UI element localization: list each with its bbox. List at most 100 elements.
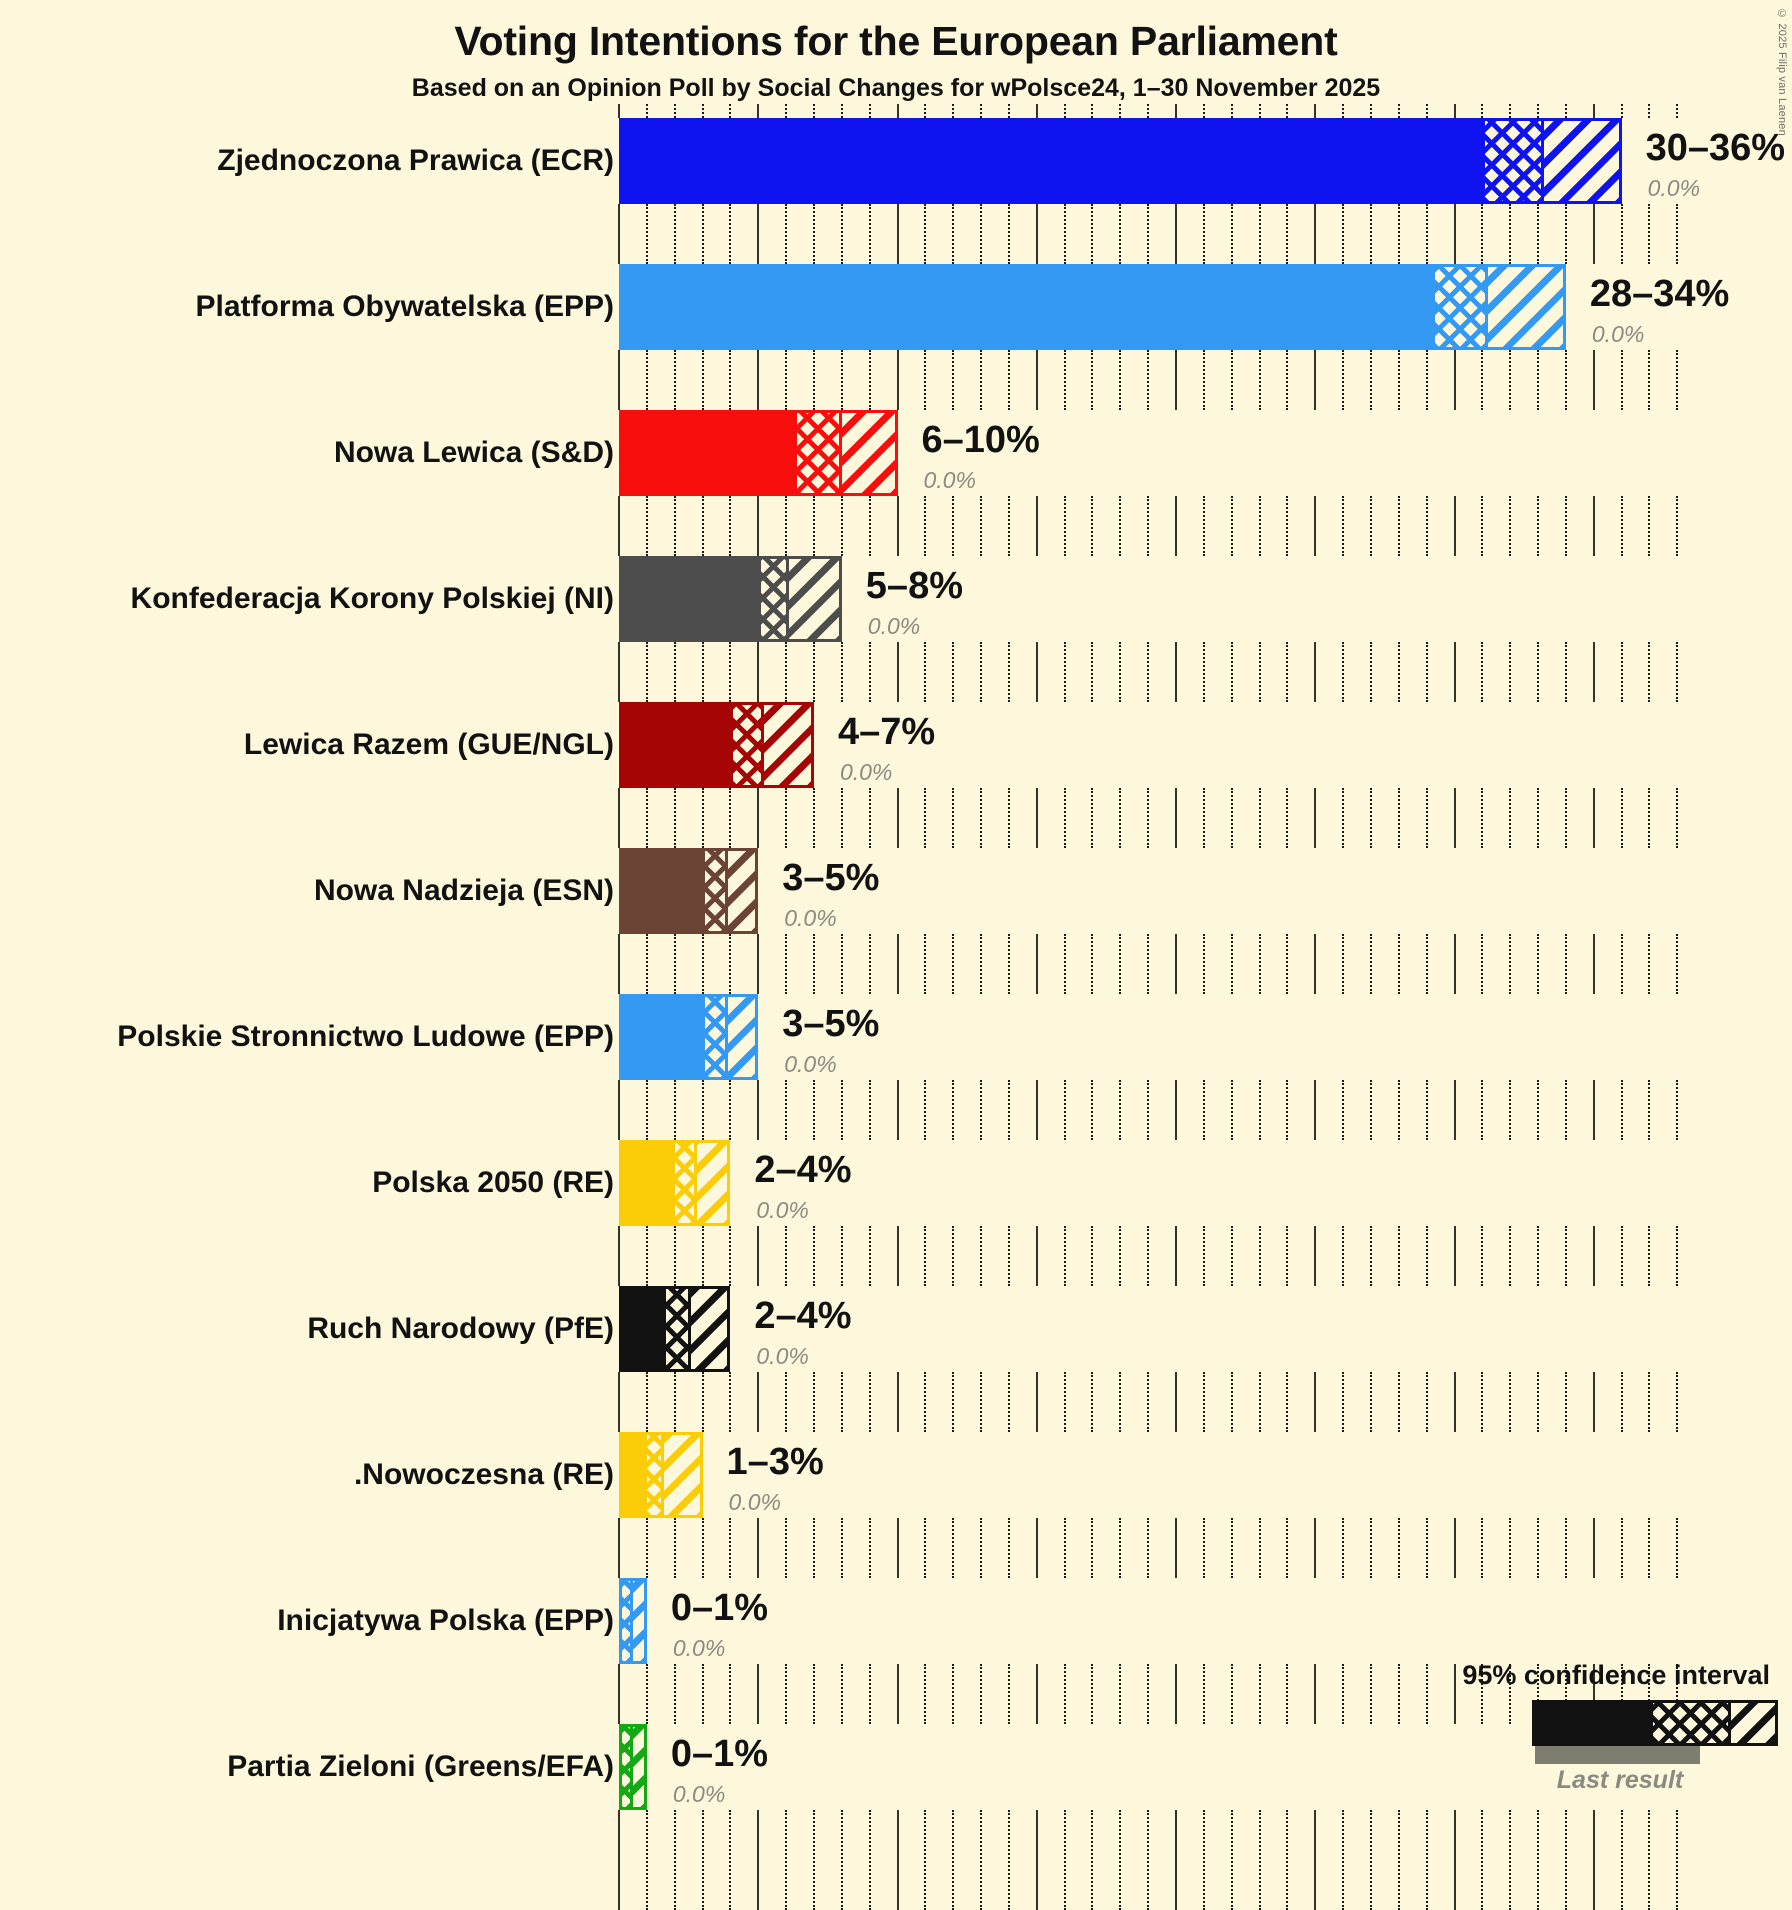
gridline-minor xyxy=(952,934,955,994)
party-label: Platforma Obywatelska (EPP) xyxy=(195,290,614,323)
gridline-minor xyxy=(1007,1664,1010,1724)
gridline-minor xyxy=(1481,350,1484,410)
gridline-minor xyxy=(1537,1518,1540,1578)
gridline-minor xyxy=(812,1080,815,1140)
bar-segment-hatch xyxy=(727,994,759,1080)
bar-row: Zjednoczona Prawica (ECR) 30–36% 0.0% xyxy=(0,118,1792,204)
gridline-minor xyxy=(1620,788,1623,848)
gridline-minor xyxy=(785,1810,788,1910)
bar-segment-hatch xyxy=(763,702,814,788)
bar-last-result-label: 0.0% xyxy=(1591,321,1645,347)
gridline-minor xyxy=(980,496,983,556)
gridline-minor xyxy=(812,788,815,848)
gridline-minor xyxy=(1676,1226,1679,1286)
bar-value-label: 1–3% xyxy=(726,1441,824,1483)
gridline-minor xyxy=(924,1372,927,1432)
bar-value-label: 2–4% xyxy=(754,1295,852,1337)
gridline-minor xyxy=(1258,1080,1261,1140)
gridline-minor xyxy=(840,788,843,848)
gridline-minor xyxy=(645,642,648,702)
gridline-minor xyxy=(1007,934,1010,994)
gridline-minor xyxy=(1286,788,1289,848)
gridline-minor xyxy=(1369,1080,1372,1140)
bar-last-result-label: 0.0% xyxy=(839,759,893,785)
bar-segment-solid xyxy=(619,1140,675,1226)
gridline-major xyxy=(757,496,760,556)
gridline-minor xyxy=(729,642,732,702)
gridline-major xyxy=(1314,1664,1317,1724)
gridline-minor xyxy=(1230,642,1233,702)
gridline-minor xyxy=(868,1810,871,1910)
confidence-interval-bar xyxy=(619,848,759,934)
gridline-major xyxy=(618,496,620,556)
gridline-minor xyxy=(673,496,676,556)
gridline-minor xyxy=(924,788,927,848)
confidence-interval-bar xyxy=(619,118,1622,204)
gridline-minor xyxy=(673,1664,676,1724)
gridline-major xyxy=(896,1518,899,1578)
bar-row: Nowa Lewica (S&D) 6–10% 0.0% xyxy=(0,410,1792,496)
gridline-minor xyxy=(729,496,732,556)
gridline-major xyxy=(1453,934,1456,994)
gridline-minor xyxy=(1425,204,1428,264)
gridline-minor xyxy=(1425,642,1428,702)
gridline-minor xyxy=(1369,104,1372,118)
gridline-minor xyxy=(1564,1810,1567,1910)
gridline-minor xyxy=(1202,1664,1205,1724)
gridline-minor xyxy=(1648,1810,1651,1910)
party-label: Polska 2050 (RE) xyxy=(372,1166,614,1199)
gridline-minor xyxy=(701,350,704,410)
gridline-minor xyxy=(1620,1664,1623,1724)
gridline-minor xyxy=(701,1518,704,1578)
bar-segment-solid xyxy=(619,1286,667,1372)
gridline-minor xyxy=(1091,1372,1094,1432)
bar-segment-solid xyxy=(619,264,1435,350)
bar-row: Konfederacja Korony Polskiej (NI) 5–8% 0.0… xyxy=(0,556,1792,642)
confidence-interval-bar xyxy=(619,1140,731,1226)
gridline-minor xyxy=(1147,934,1150,994)
gridline-minor xyxy=(1007,788,1010,848)
gridline-band xyxy=(617,642,1681,702)
gridline-minor xyxy=(1397,1372,1400,1432)
gridline-minor xyxy=(868,1518,871,1578)
gridline-minor xyxy=(1063,350,1066,410)
gridline-minor xyxy=(1425,1372,1428,1432)
gridline-major xyxy=(1592,496,1595,556)
gridline-minor xyxy=(1425,1518,1428,1578)
gridline-minor xyxy=(1063,1372,1066,1432)
gridline-minor xyxy=(1258,350,1261,410)
gridline-band xyxy=(617,1664,1681,1724)
confidence-interval-bar xyxy=(619,556,842,642)
gridline-minor xyxy=(1397,1664,1400,1724)
gridline-minor xyxy=(1286,350,1289,410)
gridline-major xyxy=(1035,1518,1038,1578)
gridline-minor xyxy=(1119,350,1122,410)
bar-row: Inicjatywa Polska (EPP) 0–1% 0.0% xyxy=(0,1578,1792,1664)
chart-subtitle: Based on an Opinion Poll by Social Chang… xyxy=(411,74,1381,102)
gridline-minor xyxy=(1425,350,1428,410)
gridline-minor xyxy=(1119,1372,1122,1432)
gridline-minor xyxy=(729,1080,732,1140)
gridline-minor xyxy=(1509,1810,1512,1910)
bar-segment-crosshatch xyxy=(619,1724,633,1810)
gridline-minor xyxy=(812,496,815,556)
gridline-major xyxy=(896,1226,899,1286)
gridline-minor xyxy=(1202,496,1205,556)
gridline-minor xyxy=(1147,1518,1150,1578)
gridline-minor xyxy=(1648,788,1651,848)
gridline-band xyxy=(617,1226,1681,1286)
gridline-major xyxy=(1592,350,1595,410)
gridline-minor xyxy=(701,204,704,264)
gridline-band xyxy=(617,1518,1681,1578)
gridline-minor xyxy=(1648,642,1651,702)
gridline-minor xyxy=(980,642,983,702)
gridline-minor xyxy=(1230,104,1233,118)
gridline-minor xyxy=(1564,1226,1567,1286)
gridline-minor xyxy=(701,104,704,118)
gridline-minor xyxy=(1286,642,1289,702)
gridline-major xyxy=(757,204,760,264)
gridline-minor xyxy=(1286,496,1289,556)
gridline-minor xyxy=(980,1226,983,1286)
gridline-minor xyxy=(1007,1226,1010,1286)
bar-segment-crosshatch xyxy=(674,1140,697,1226)
